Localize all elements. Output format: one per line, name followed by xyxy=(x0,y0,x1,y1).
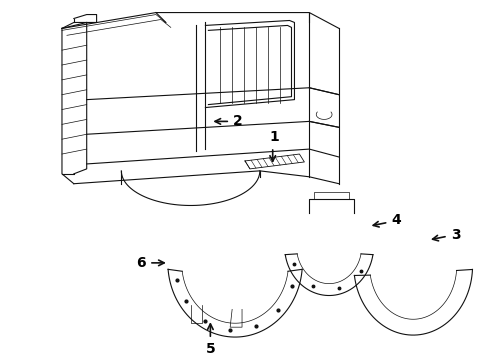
Text: 6: 6 xyxy=(136,256,146,270)
Text: 1: 1 xyxy=(270,130,280,144)
Text: 2: 2 xyxy=(233,114,243,129)
Text: 5: 5 xyxy=(205,342,215,356)
Polygon shape xyxy=(245,154,304,169)
Text: 4: 4 xyxy=(392,213,401,227)
Text: 3: 3 xyxy=(451,228,461,242)
